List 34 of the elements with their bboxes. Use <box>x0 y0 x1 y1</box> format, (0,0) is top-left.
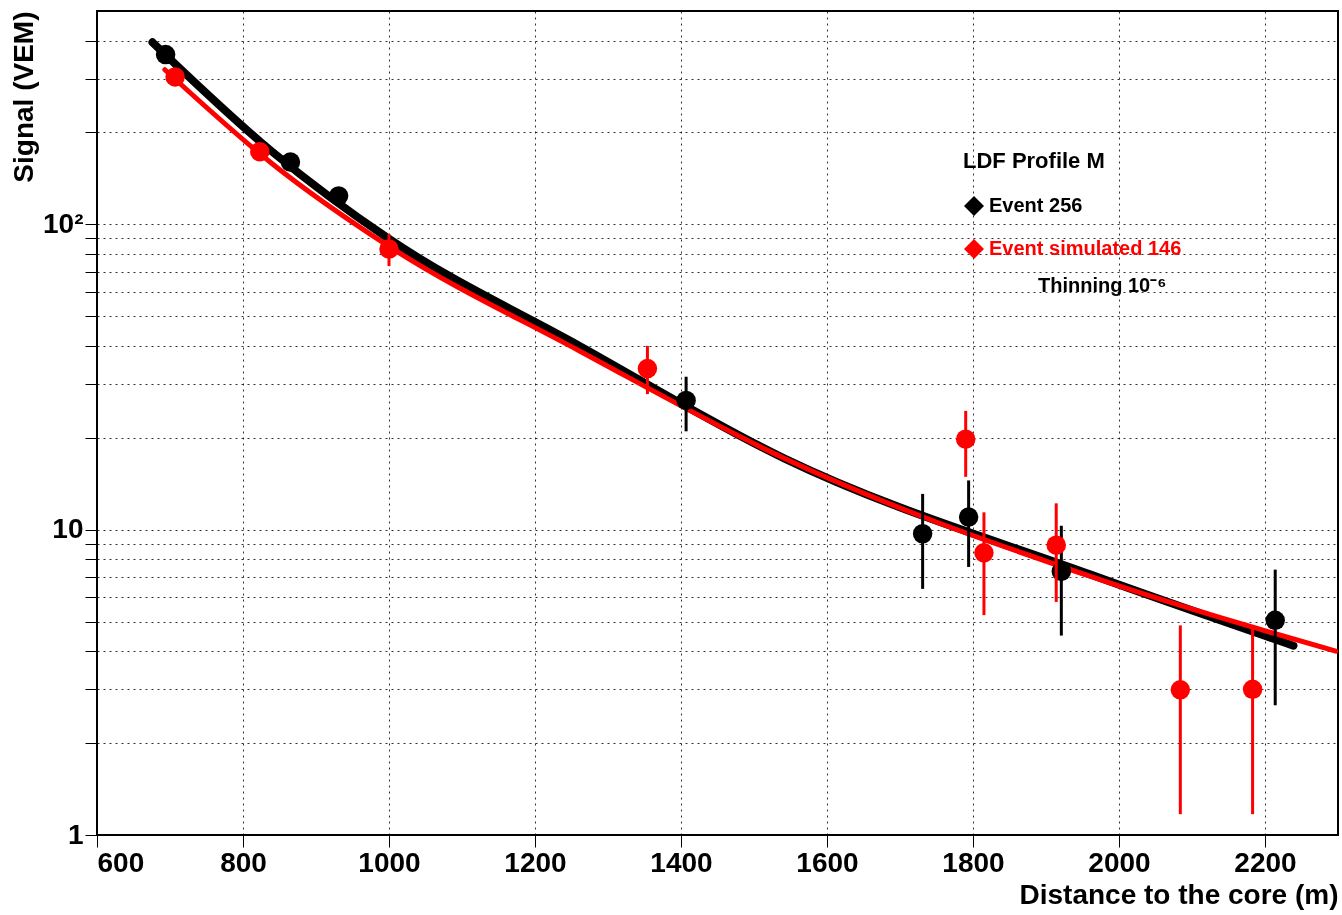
point <box>165 67 185 87</box>
point <box>1046 535 1066 555</box>
point <box>958 507 979 527</box>
point <box>637 358 658 379</box>
point <box>955 429 976 449</box>
y-tick-label: 10² <box>43 207 84 239</box>
point <box>250 141 270 162</box>
x-tick-label: 2000 <box>1088 846 1151 878</box>
point <box>280 152 301 172</box>
legend-label: Event simulated 146 <box>989 237 1182 259</box>
x-tick-label: 1400 <box>650 846 713 878</box>
point <box>1265 610 1285 631</box>
point <box>676 390 696 411</box>
x-tick-label: 800 <box>220 846 267 878</box>
legend-label: Event 256 <box>989 194 1083 216</box>
x-tick-label: 1200 <box>504 846 567 878</box>
point <box>912 524 933 544</box>
x-tick-label: 1600 <box>796 846 859 878</box>
point <box>974 543 994 563</box>
point <box>1170 680 1191 700</box>
y-tick-label: 10 <box>52 513 84 545</box>
x-tick-label: 2200 <box>1234 846 1297 878</box>
point <box>155 44 176 65</box>
y-tick-label: 1 <box>67 818 84 850</box>
y-axis-title: Signal (VEM) <box>8 11 40 183</box>
point <box>379 239 399 259</box>
x-axis-title: Distance to the core (m) <box>1019 878 1339 910</box>
x-tick-label: 1800 <box>942 846 1005 878</box>
x-tick-label: 600 <box>97 846 145 878</box>
point <box>1242 679 1263 700</box>
point <box>328 186 349 206</box>
legend-title: LDF Profile M <box>963 148 1105 173</box>
annotation: Thinning 10⁻⁶ <box>1038 274 1167 296</box>
x-tick-label: 1000 <box>358 846 421 878</box>
